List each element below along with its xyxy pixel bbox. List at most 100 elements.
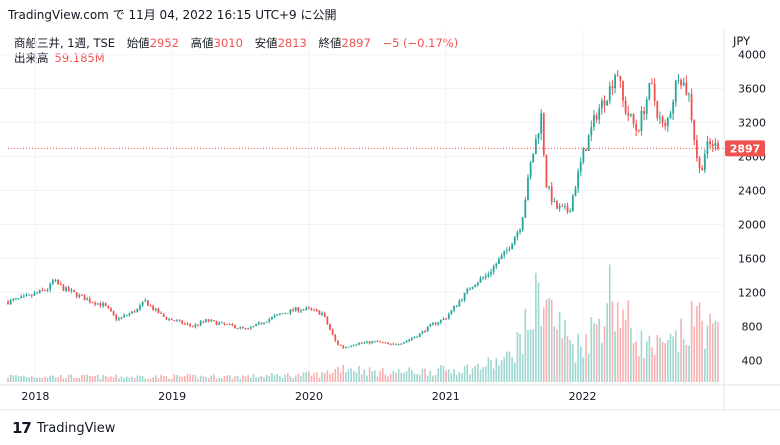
volume-bar bbox=[366, 375, 368, 382]
candle-body bbox=[326, 316, 329, 325]
candle-body bbox=[212, 320, 215, 321]
volume-bar bbox=[168, 378, 170, 382]
volume-bar bbox=[313, 373, 315, 382]
volume-bar bbox=[498, 365, 500, 382]
candle-body bbox=[550, 186, 553, 202]
volume-bar bbox=[286, 373, 289, 382]
candle-body bbox=[587, 135, 590, 152]
candle-body bbox=[284, 313, 287, 314]
candle-body bbox=[564, 206, 566, 208]
candle-body bbox=[656, 101, 659, 118]
candle-body bbox=[44, 290, 46, 291]
candle-body bbox=[458, 300, 461, 306]
volume-bar bbox=[442, 366, 445, 382]
candle-body bbox=[75, 292, 78, 297]
volume-bar bbox=[506, 351, 508, 382]
volume-bar bbox=[690, 301, 693, 382]
volume-bar bbox=[429, 370, 432, 382]
volume-bar bbox=[495, 358, 498, 382]
volume-bar bbox=[202, 376, 205, 382]
volume-bar bbox=[432, 375, 434, 382]
candle-body bbox=[331, 329, 334, 335]
candle-body bbox=[300, 310, 302, 312]
candle-body bbox=[521, 217, 524, 231]
volume-bar bbox=[305, 372, 308, 382]
volume-bar bbox=[585, 333, 587, 382]
volume-bar bbox=[70, 374, 73, 382]
volume-bar bbox=[160, 374, 162, 382]
change-value: −5 (−0.17%) bbox=[382, 36, 459, 50]
volume-bar bbox=[133, 378, 136, 382]
candle-body bbox=[439, 319, 442, 323]
volume-bar bbox=[226, 375, 228, 382]
volume-bar bbox=[52, 375, 54, 382]
volume-bar bbox=[83, 374, 86, 382]
candle-body bbox=[611, 86, 614, 89]
volume-bar bbox=[144, 378, 147, 382]
candle-body bbox=[666, 117, 669, 127]
volume-bar bbox=[714, 320, 717, 382]
tradingview-brand[interactable]: 17 TradingView bbox=[12, 419, 115, 437]
volume-bar bbox=[157, 377, 160, 382]
volume-bar bbox=[593, 323, 595, 382]
volume-bar bbox=[141, 376, 144, 382]
volume-bar bbox=[125, 376, 128, 382]
volume-bar bbox=[218, 377, 220, 382]
volume-bar bbox=[440, 365, 442, 382]
candle-body bbox=[104, 303, 107, 307]
candle-body bbox=[67, 287, 70, 292]
volume-bar bbox=[220, 378, 223, 382]
volume-bar bbox=[632, 343, 635, 382]
volume-bar bbox=[603, 326, 606, 382]
volume-bar bbox=[215, 378, 218, 382]
volume-bar bbox=[577, 333, 579, 382]
volume-bar bbox=[616, 302, 619, 382]
candle-body bbox=[511, 244, 514, 250]
candle-body bbox=[553, 201, 556, 202]
candle-body bbox=[360, 342, 363, 344]
candle-body bbox=[593, 115, 595, 127]
candle-body bbox=[416, 336, 419, 338]
volume-bar bbox=[345, 372, 347, 382]
open-value: 2952 bbox=[149, 36, 179, 50]
volume-bar bbox=[664, 343, 667, 382]
candle-body bbox=[397, 344, 400, 346]
candle-body bbox=[358, 342, 360, 345]
volume-bar bbox=[120, 376, 123, 382]
candle-body bbox=[160, 313, 162, 314]
candle-body bbox=[144, 300, 147, 302]
candle-body bbox=[384, 342, 387, 344]
candle-body bbox=[315, 309, 318, 311]
last-price-text: 2897 bbox=[730, 142, 761, 155]
ohlc-legend: 商船三井, 1週, TSE 始値2952 高値3010 安値2813 終値289… bbox=[14, 35, 458, 51]
volume-bar bbox=[131, 376, 133, 382]
candle-body bbox=[276, 314, 279, 316]
candle-body bbox=[484, 275, 487, 278]
volume-bar bbox=[194, 375, 197, 382]
price-tick-label: 800 bbox=[742, 320, 763, 333]
volume-bar bbox=[152, 376, 154, 382]
candle-body bbox=[20, 296, 23, 299]
candle-body bbox=[695, 140, 698, 158]
candle-body bbox=[598, 108, 601, 120]
candle-body bbox=[471, 286, 474, 290]
volume-bar bbox=[579, 346, 582, 382]
candle-body bbox=[181, 320, 184, 324]
volume-bar bbox=[228, 375, 231, 382]
candle-body bbox=[107, 306, 110, 309]
candle-body bbox=[405, 340, 408, 343]
volume-bar bbox=[421, 368, 424, 382]
candle-body bbox=[368, 341, 371, 344]
candle-body bbox=[688, 94, 690, 96]
volume-bar bbox=[316, 372, 318, 382]
volume-bar bbox=[527, 330, 529, 382]
candle-body bbox=[207, 319, 210, 322]
volume-bar bbox=[492, 368, 495, 382]
volume-bar bbox=[247, 374, 249, 382]
volume-bar bbox=[189, 374, 191, 382]
volume-bar bbox=[384, 374, 387, 382]
volume-bar bbox=[416, 373, 418, 382]
candle-body bbox=[421, 331, 424, 334]
